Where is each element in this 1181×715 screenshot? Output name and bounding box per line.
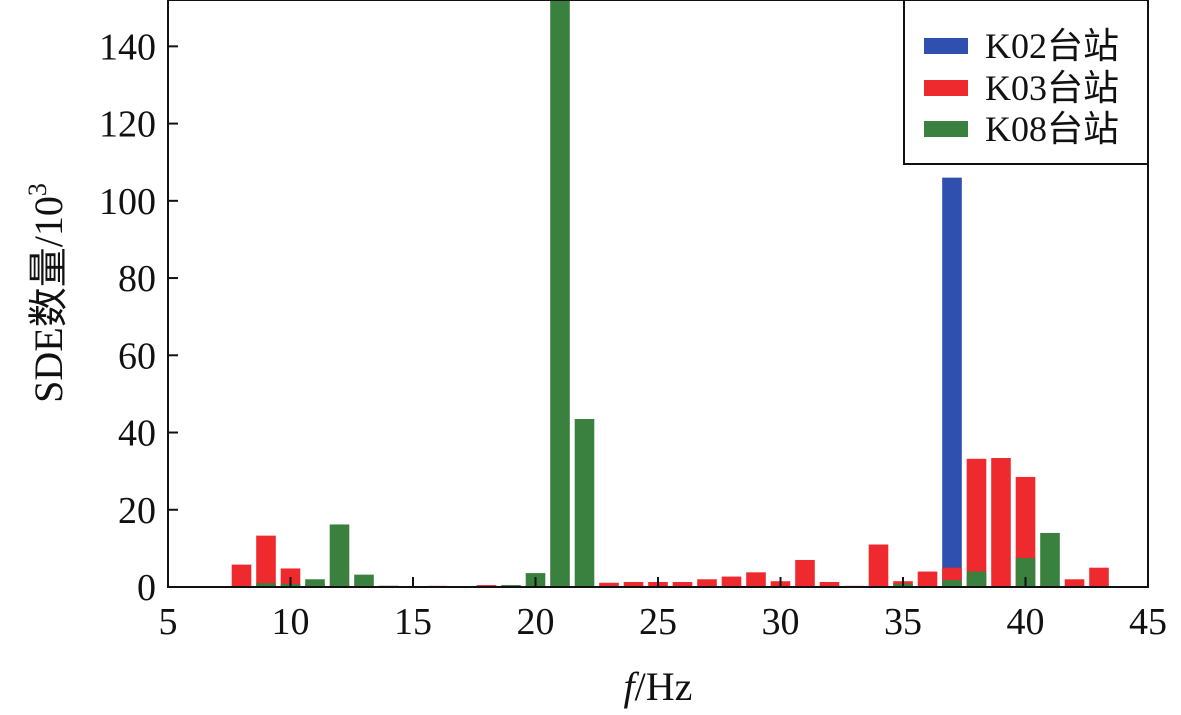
ticks-layer: 5 10 15 20 25 30 35 40 45 0 20 40 60 80 100 120 140 xyxy=(99,26,1167,643)
bar-k03-36 xyxy=(917,571,938,587)
y-tick-label-60: 60 xyxy=(118,335,156,377)
legend-swatch-k08 xyxy=(924,121,968,137)
bar-k08-41 xyxy=(1040,532,1060,587)
bar-k03-24 xyxy=(623,581,644,587)
x-tick-label-30: 30 xyxy=(762,601,800,643)
y-tick-label-120: 120 xyxy=(99,104,156,146)
x-tick-label-10: 10 xyxy=(272,601,310,643)
bar-k08-21 xyxy=(550,0,570,587)
bar-k03-23 xyxy=(599,582,619,587)
bar-k08-40 xyxy=(1015,558,1036,587)
bar-k03-42 xyxy=(1064,579,1085,587)
bar-k03-39 xyxy=(991,458,1011,587)
y-axis-label: SDE数量/103 xyxy=(23,183,71,403)
y-tick-label-40: 40 xyxy=(118,413,156,455)
bar-k08-9 xyxy=(256,583,276,587)
x-tick-label-15: 15 xyxy=(394,601,432,643)
y-tick-label-80: 80 xyxy=(118,258,156,300)
bar-k03-28 xyxy=(721,576,742,587)
legend: K02台站 K03台站 K08台站 xyxy=(903,0,1149,165)
bar-k03-43 xyxy=(1089,567,1109,587)
bar-k03-29 xyxy=(746,572,766,587)
bar-k03-27 xyxy=(697,579,717,587)
bar-k02-37 xyxy=(942,177,962,587)
legend-swatch-k02 xyxy=(924,38,968,54)
x-tick-label-35: 35 xyxy=(884,601,922,643)
x-tick-label-5: 5 xyxy=(159,601,178,643)
legend-label-k08: K08台站 xyxy=(985,109,1119,149)
bar-k03-9 xyxy=(256,535,276,587)
bar-k08-13 xyxy=(354,574,374,587)
x-tick-label-20: 20 xyxy=(517,601,555,643)
bar-k08-38 xyxy=(966,571,987,587)
y-tick-label-140: 140 xyxy=(99,26,156,68)
legend-label-k03: K03台站 xyxy=(985,68,1119,108)
bar-k03-34 xyxy=(868,544,889,587)
bar-k03-26 xyxy=(672,581,693,587)
y-tick-label-100: 100 xyxy=(99,181,156,223)
x-tick-label-25: 25 xyxy=(639,601,677,643)
bar-k08-12 xyxy=(329,524,350,587)
x-tick-label-45: 45 xyxy=(1129,601,1167,643)
bar-k08-11 xyxy=(305,579,325,587)
bar-k03-31 xyxy=(795,559,815,587)
y-tick-label-0: 0 xyxy=(137,567,156,609)
bar-k03-32 xyxy=(819,581,840,587)
y-axis-label-superscript: 3 xyxy=(23,183,52,196)
legend-swatch-k03 xyxy=(924,80,968,96)
x-tick-label-40: 40 xyxy=(1007,601,1045,643)
x-axis-label-unit: /Hz xyxy=(635,664,693,709)
y-tick-label-20: 20 xyxy=(118,490,156,532)
legend-label-k02: K02台站 xyxy=(985,26,1119,66)
bar-k03-38 xyxy=(966,458,987,587)
x-axis-label: f/Hz xyxy=(624,664,693,709)
y-axis-label-main: SDE数量/10 xyxy=(26,196,71,403)
bar-k08-37 xyxy=(942,580,962,587)
bar-k08-22 xyxy=(574,419,595,587)
bar-k03-8 xyxy=(231,564,252,587)
